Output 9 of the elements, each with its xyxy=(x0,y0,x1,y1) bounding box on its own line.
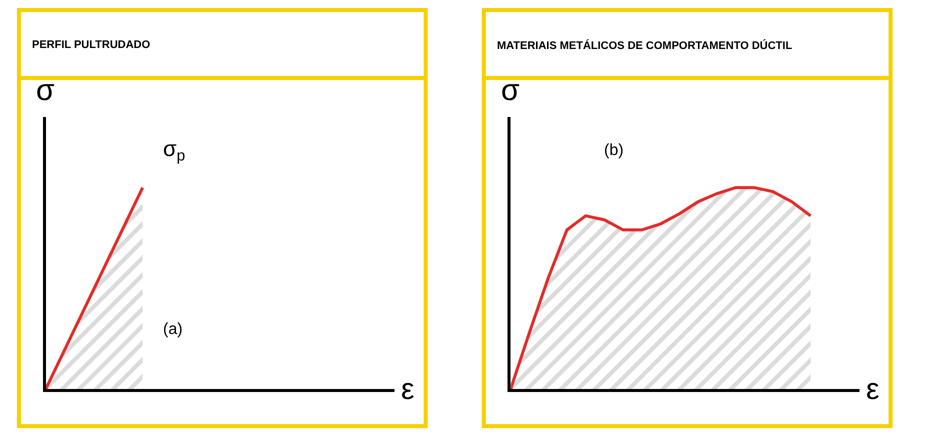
y-axis-title: σ xyxy=(501,74,520,107)
y-axis-title: σ xyxy=(36,74,55,107)
text: (b) xyxy=(604,142,624,159)
x-axis-title: ε xyxy=(401,373,414,406)
text: σ$_{p}$ xyxy=(163,136,186,165)
annotation: (a) xyxy=(163,321,183,338)
chart-title: PERFIL PULTRUDADO xyxy=(32,39,151,51)
chart-title: MATERIAIS METÁLICOS DE COMPORTAMENTO DÚCTIL xyxy=(497,39,792,52)
x-axis-title: ε xyxy=(866,373,880,406)
